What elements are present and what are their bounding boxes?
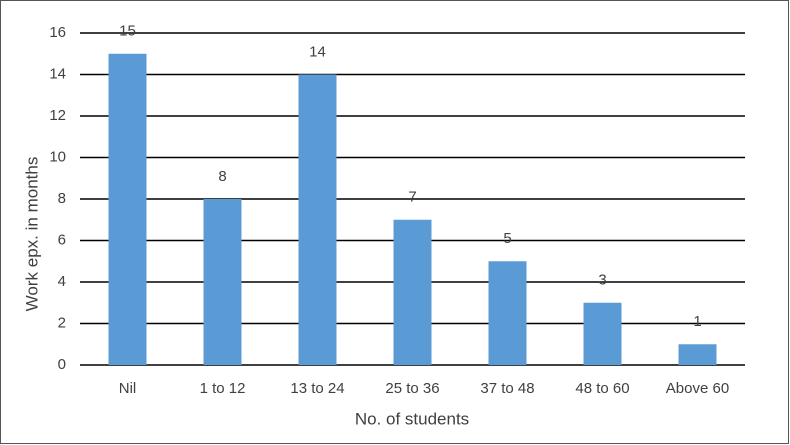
data-label: 14 [309, 43, 326, 60]
x-tick-label: Nil [119, 380, 137, 397]
data-label: 7 [408, 189, 416, 206]
y-tick-label: 0 [58, 356, 66, 373]
x-tick-label: 13 to 24 [290, 380, 344, 397]
bar [108, 53, 147, 365]
x-tick-label: 25 to 36 [385, 380, 439, 397]
bar [203, 199, 242, 365]
y-tick-label: 2 [58, 314, 66, 331]
bar [488, 261, 527, 365]
data-label: 8 [218, 168, 226, 185]
y-tick-label: 16 [49, 24, 66, 41]
bar [393, 219, 432, 365]
x-tick-label: 48 to 60 [575, 380, 629, 397]
y-tick-label: 4 [58, 273, 66, 290]
x-tick-label: Above 60 [666, 380, 729, 397]
y-tick-label: 10 [49, 148, 66, 165]
data-label: 3 [598, 272, 606, 289]
bar [678, 344, 717, 365]
y-tick-label: 14 [49, 65, 66, 82]
y-axis-title: Work epx. in months [22, 157, 41, 312]
x-axis-title: No. of students [355, 409, 469, 428]
data-label: 1 [693, 313, 701, 330]
y-tick-label: 12 [49, 107, 66, 124]
data-label: 5 [503, 230, 511, 247]
y-tick-label: 6 [58, 231, 66, 248]
bar [298, 74, 337, 365]
x-tick-label: 37 to 48 [480, 380, 534, 397]
bar [583, 302, 622, 365]
x-tick-label: 1 to 12 [200, 380, 246, 397]
data-label: 15 [119, 23, 136, 40]
y-tick-label: 8 [58, 190, 66, 207]
